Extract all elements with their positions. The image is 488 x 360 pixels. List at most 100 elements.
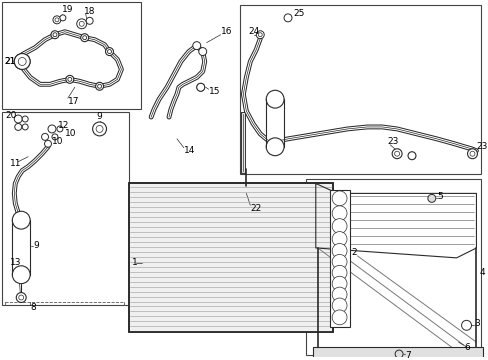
Text: 17: 17 (68, 97, 79, 106)
Text: 21: 21 (4, 57, 16, 66)
Bar (265, 99, 284, 147)
Bar (2, 112, 129, 306)
Bar (240, 5, 480, 174)
Circle shape (331, 219, 346, 234)
Text: 20: 20 (5, 111, 17, 120)
Circle shape (66, 75, 74, 83)
Text: 18: 18 (83, 8, 95, 17)
Circle shape (284, 14, 291, 22)
Circle shape (68, 77, 72, 81)
Circle shape (331, 231, 346, 247)
Circle shape (331, 310, 346, 325)
Circle shape (57, 126, 63, 132)
Bar (2, 2, 141, 109)
Circle shape (16, 293, 26, 302)
Circle shape (256, 31, 264, 39)
Text: 10: 10 (65, 129, 76, 138)
Text: 14: 14 (183, 146, 195, 155)
Text: 15: 15 (208, 87, 220, 96)
Circle shape (258, 33, 262, 37)
Circle shape (467, 149, 476, 159)
Text: 2: 2 (351, 248, 356, 257)
Text: 1: 1 (132, 258, 138, 267)
Circle shape (51, 31, 59, 39)
Circle shape (331, 255, 346, 269)
Circle shape (12, 266, 30, 284)
Bar (129, 184, 332, 332)
Circle shape (55, 18, 59, 22)
Circle shape (196, 83, 204, 91)
Bar (129, 184, 332, 332)
Circle shape (52, 134, 58, 140)
Circle shape (107, 50, 111, 54)
Circle shape (331, 287, 346, 302)
Text: 25: 25 (292, 9, 304, 18)
Circle shape (469, 151, 474, 156)
Bar (329, 190, 349, 327)
Circle shape (82, 36, 86, 40)
Circle shape (19, 295, 23, 300)
Text: 9: 9 (97, 112, 102, 121)
Bar (12, 220, 30, 275)
Text: 7: 7 (404, 351, 410, 360)
Text: 22: 22 (250, 204, 261, 213)
Circle shape (331, 206, 346, 221)
Circle shape (81, 34, 88, 42)
Circle shape (265, 138, 284, 156)
Text: 4: 4 (478, 268, 484, 277)
Circle shape (79, 21, 84, 26)
Circle shape (265, 90, 284, 108)
Text: 23: 23 (475, 142, 487, 151)
Circle shape (331, 243, 346, 258)
Circle shape (12, 211, 30, 229)
Circle shape (96, 125, 103, 132)
Text: 11: 11 (10, 159, 22, 168)
Bar (312, 347, 483, 359)
Circle shape (407, 152, 415, 160)
Circle shape (92, 122, 106, 136)
Text: 21: 21 (4, 57, 16, 66)
Circle shape (18, 58, 26, 66)
Circle shape (22, 124, 28, 130)
Circle shape (391, 149, 401, 159)
Circle shape (96, 82, 103, 90)
Bar (305, 179, 480, 355)
Circle shape (461, 320, 470, 330)
Circle shape (331, 191, 346, 206)
Circle shape (77, 19, 86, 29)
Text: 8: 8 (30, 303, 36, 312)
Text: 9: 9 (33, 242, 39, 251)
Circle shape (86, 17, 93, 24)
Circle shape (331, 265, 346, 280)
Text: 6: 6 (464, 343, 469, 352)
Text: 23: 23 (386, 137, 398, 146)
Text: 16: 16 (220, 27, 232, 36)
Text: 5: 5 (437, 192, 443, 201)
Circle shape (331, 276, 346, 291)
Circle shape (60, 15, 66, 21)
Circle shape (14, 54, 30, 69)
Circle shape (53, 16, 61, 24)
Circle shape (98, 84, 102, 88)
Circle shape (105, 48, 113, 55)
Circle shape (44, 140, 51, 147)
Circle shape (196, 83, 204, 91)
Circle shape (14, 115, 22, 123)
Circle shape (14, 54, 30, 69)
Circle shape (53, 33, 57, 37)
Text: 13: 13 (10, 258, 22, 267)
Text: 12: 12 (58, 121, 69, 130)
Text: 10: 10 (52, 137, 63, 146)
Circle shape (41, 134, 48, 140)
Circle shape (331, 298, 346, 313)
Text: 24: 24 (248, 27, 259, 36)
Circle shape (394, 350, 402, 358)
Text: 3: 3 (473, 319, 479, 328)
Circle shape (427, 194, 435, 202)
Circle shape (15, 123, 21, 130)
Circle shape (18, 58, 26, 66)
Circle shape (394, 151, 399, 156)
Text: 19: 19 (62, 5, 73, 14)
Circle shape (198, 48, 206, 55)
Circle shape (22, 116, 28, 122)
